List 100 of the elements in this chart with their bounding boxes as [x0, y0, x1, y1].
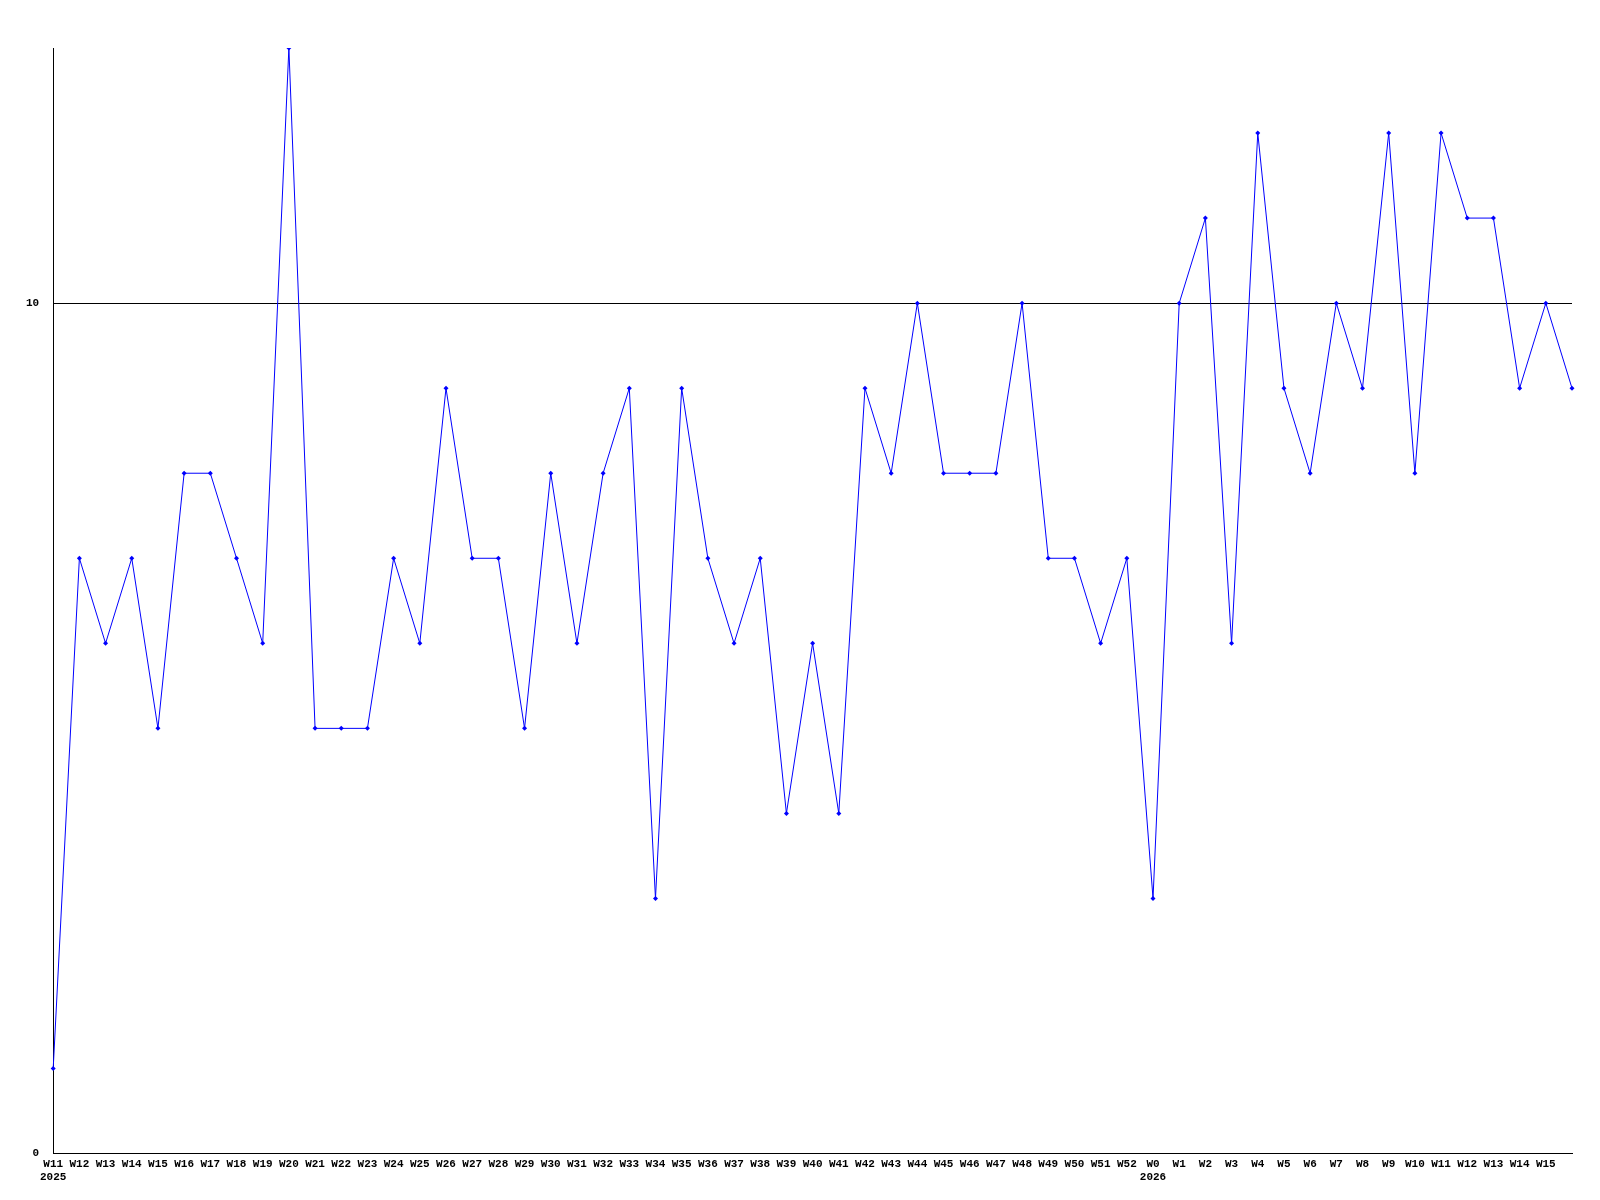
y-tick-label: 0: [32, 1147, 40, 1160]
point: [888, 470, 894, 476]
x-tick-label: W14: [1509, 1157, 1530, 1170]
point: [1517, 385, 1523, 391]
point: [417, 640, 423, 646]
point: [1071, 555, 1077, 561]
point: [1360, 385, 1366, 391]
point: [338, 725, 344, 731]
point: [1386, 130, 1392, 136]
x-tick-label: W13: [95, 1157, 116, 1170]
point: [783, 810, 789, 816]
point: [260, 640, 266, 646]
point: [1229, 640, 1235, 646]
point: [469, 555, 475, 561]
x-tick-label: W3: [1224, 1157, 1239, 1170]
point: [1412, 470, 1418, 476]
x-tick-label: W40: [802, 1157, 823, 1170]
point: [810, 640, 816, 646]
x-tick-label: W51: [1090, 1157, 1111, 1170]
x-tick-label: W5: [1277, 1157, 1291, 1170]
x-tick-label: W44: [907, 1157, 928, 1170]
x-tick-label: W4: [1251, 1157, 1265, 1170]
point: [1569, 385, 1575, 391]
x-tick-label: W7: [1329, 1157, 1343, 1170]
point: [1255, 130, 1261, 136]
point: [1490, 215, 1496, 221]
y-tick-label: 10: [26, 296, 40, 309]
x-tick-label: W6: [1303, 1157, 1317, 1170]
x-tick-label: W29: [514, 1157, 535, 1170]
point: [76, 555, 82, 561]
point: [757, 555, 763, 561]
x-tick-label: W19: [252, 1157, 273, 1170]
point: [1176, 300, 1182, 306]
point: [129, 555, 135, 561]
x-tick-label: W28: [488, 1157, 509, 1170]
x-tick-label: W49: [1038, 1157, 1059, 1170]
x-tick-label: W43: [881, 1157, 902, 1170]
point: [705, 555, 711, 561]
point: [1464, 215, 1470, 221]
x-tick-label: W27: [462, 1157, 483, 1170]
x-tick-label: W31: [567, 1157, 588, 1170]
x-tick-label: W17: [200, 1157, 221, 1170]
point: [1150, 895, 1156, 901]
point: [574, 640, 580, 646]
x-tick-label: W36: [697, 1157, 718, 1170]
point: [1281, 385, 1287, 391]
point: [155, 725, 161, 731]
x-tick-label: W32: [593, 1157, 614, 1170]
point: [914, 300, 920, 306]
point: [967, 470, 973, 476]
point: [1019, 300, 1025, 306]
point: [731, 640, 737, 646]
x-tick-label: W37: [724, 1157, 744, 1170]
x-tick-label: W22: [331, 1157, 352, 1170]
x-tick-label: W46: [959, 1157, 980, 1170]
x-tick-label: W12: [1457, 1157, 1478, 1170]
point: [862, 385, 868, 391]
x-tick-label: W0 2026: [1139, 1157, 1167, 1184]
point: [1124, 555, 1130, 561]
point: [1045, 555, 1051, 561]
x-tick-label: W30: [540, 1157, 561, 1170]
point: [1438, 130, 1444, 136]
point: [50, 1066, 56, 1072]
point: [522, 725, 528, 731]
x-tick-label: W20: [278, 1157, 299, 1170]
x-tick-label: W10: [1404, 1157, 1425, 1170]
point: [364, 725, 370, 731]
point: [600, 470, 606, 476]
x-tick-label: W8: [1355, 1157, 1370, 1170]
x-tick-label: W52: [1116, 1157, 1137, 1170]
point: [103, 640, 109, 646]
x-tick-label: W13: [1483, 1157, 1504, 1170]
point: [1333, 300, 1339, 306]
point: [443, 385, 449, 391]
x-tick-label: W24: [383, 1157, 404, 1170]
x-tick-label: W9: [1382, 1157, 1396, 1170]
point: [495, 555, 501, 561]
x-tick-label: W42: [855, 1157, 875, 1170]
x-tick-label: W47: [986, 1157, 1006, 1170]
x-tick-label: W15: [148, 1157, 169, 1170]
point: [941, 470, 947, 476]
point: [312, 725, 318, 731]
x-tick-label: W15: [1535, 1157, 1557, 1170]
point: [626, 385, 632, 391]
point: [234, 555, 240, 561]
x-tick-label: W18: [226, 1157, 247, 1170]
point: [1307, 470, 1313, 476]
x-tick-label: W50: [1064, 1157, 1085, 1170]
x-tick-label: W1: [1172, 1157, 1187, 1170]
x-tick-label: W34: [645, 1157, 666, 1170]
point: [652, 895, 658, 901]
point: [1202, 215, 1208, 221]
x-tick-label: W25: [409, 1157, 431, 1170]
point: [548, 470, 554, 476]
point: [207, 470, 213, 476]
x-tick-label: W11: [1431, 1157, 1452, 1170]
x-tick-label: W11 2025: [40, 1157, 67, 1184]
x-tick-label: W26: [436, 1157, 456, 1170]
x-tick-label: W21: [305, 1157, 326, 1170]
x-tick-label: W38: [750, 1157, 771, 1170]
